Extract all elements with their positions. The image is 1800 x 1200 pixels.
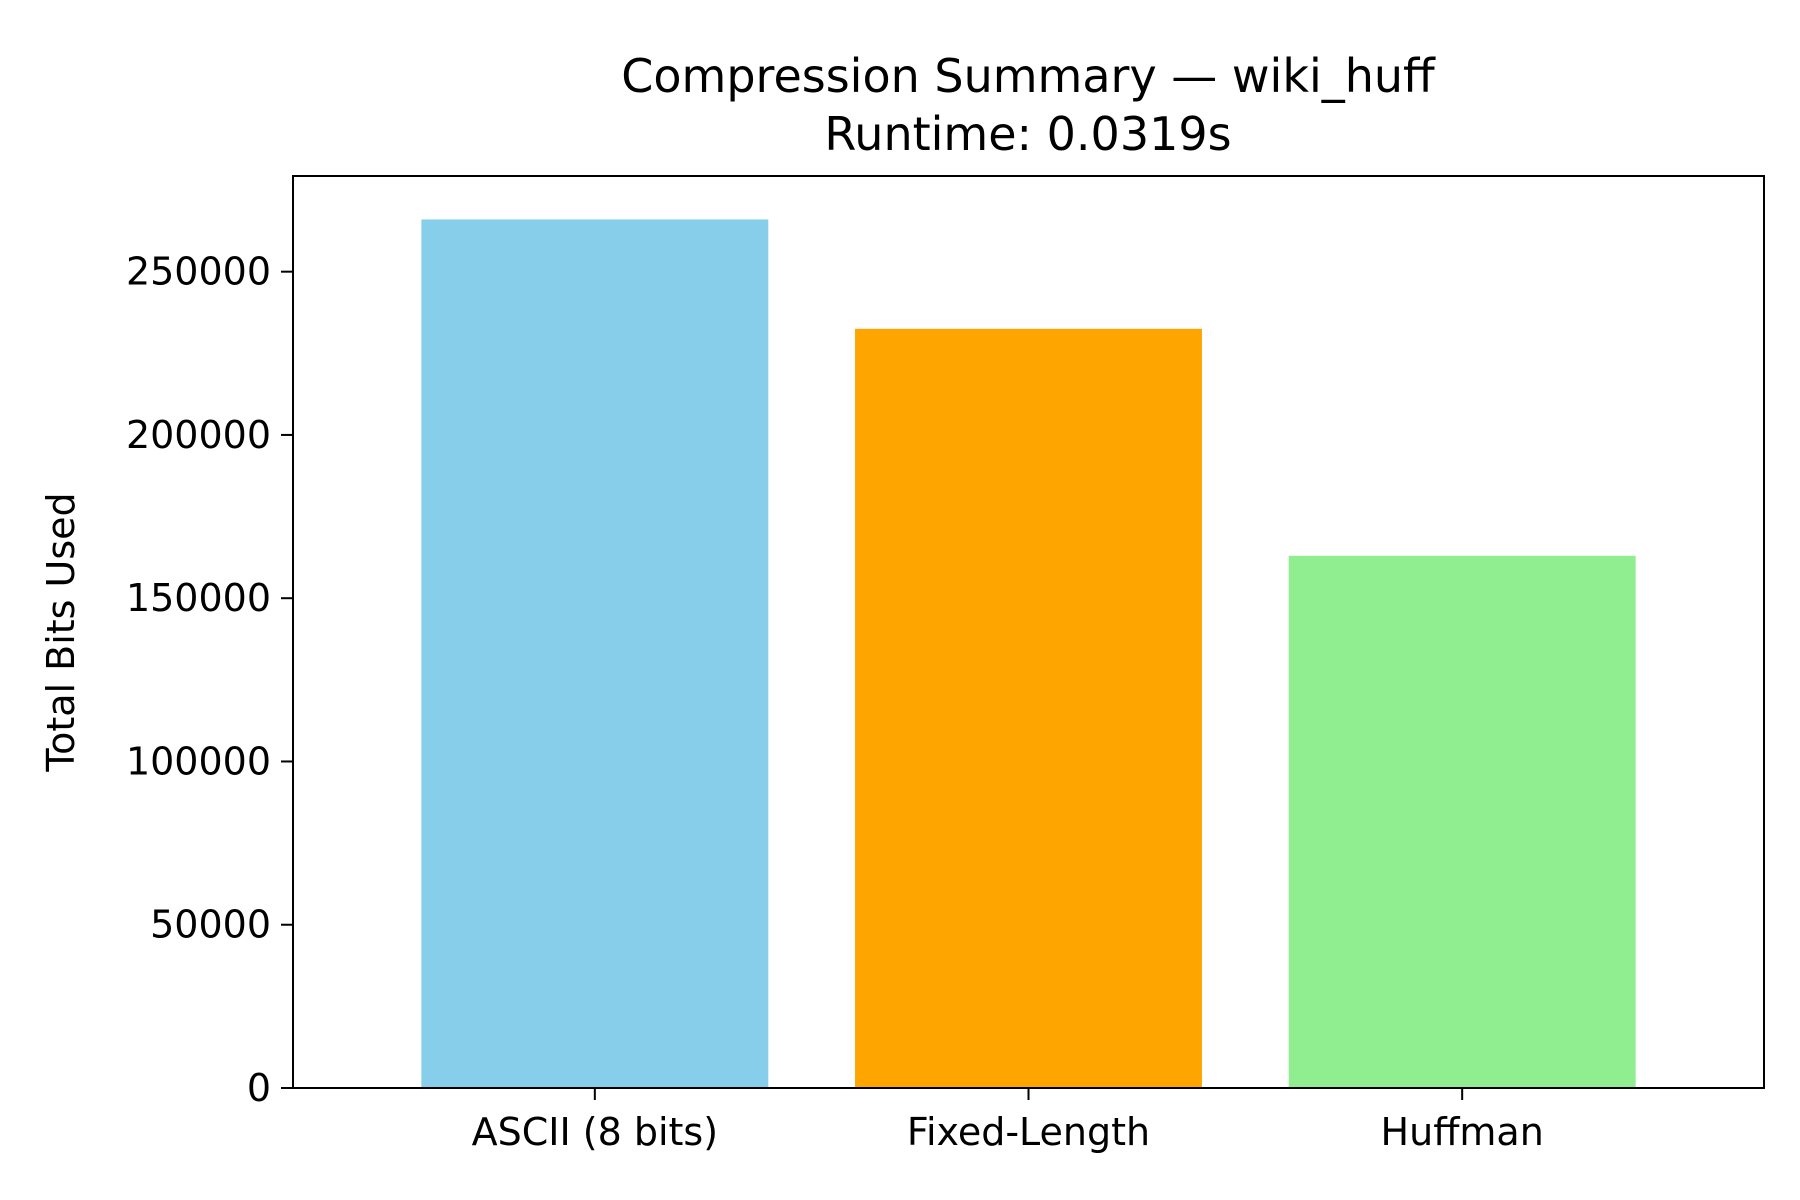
y-axis: 0 50000 100000 150000 200000 250000 <box>126 250 293 1110</box>
bars-layer <box>421 219 1636 1089</box>
chart-subtitle: Runtime: 0.0319s <box>824 107 1231 161</box>
x-axis: ASCII (8 bits) Fixed-Length Huffman <box>472 1088 1544 1154</box>
bar-fixed-length <box>855 328 1202 1089</box>
x-tick-label: Huffman <box>1381 1110 1544 1154</box>
x-tick-label: Fixed-Length <box>907 1110 1150 1154</box>
y-axis-label: Total Bits Used <box>39 492 83 772</box>
x-tick-label: ASCII (8 bits) <box>472 1110 718 1154</box>
y-tick-label: 100000 <box>126 739 271 783</box>
y-tick-label: 200000 <box>126 413 271 457</box>
y-tick-label: 50000 <box>150 903 271 947</box>
y-tick-label: 250000 <box>126 250 271 294</box>
plot-frame <box>292 175 1765 1089</box>
y-tick-label: 0 <box>247 1066 271 1110</box>
chart-title: Compression Summary — wiki_huff <box>621 49 1436 103</box>
bar-ascii-8-bits <box>421 219 769 1088</box>
y-tick-label: 150000 <box>126 576 271 620</box>
bar-huffman <box>1288 555 1636 1088</box>
